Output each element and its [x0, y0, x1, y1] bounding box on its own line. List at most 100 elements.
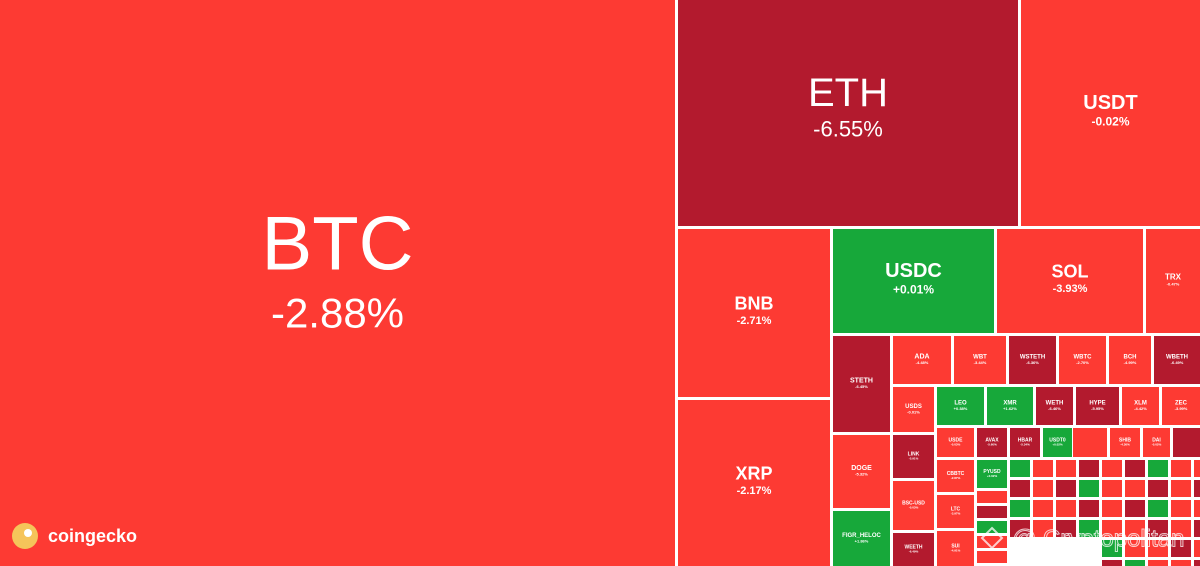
tile-change: -3.97%: [951, 512, 961, 516]
tile-box: [1154, 336, 1200, 384]
tile: BSC-USD-0.03%: [893, 481, 934, 530]
small-tile: [1102, 540, 1122, 557]
tile: XMR+1.62%: [987, 387, 1033, 425]
tile-box: [937, 495, 974, 528]
tile-change: -0.03%: [909, 506, 919, 510]
tile-label: CBBTC: [947, 471, 965, 477]
tile-label: FIGR_HELOC: [842, 533, 881, 539]
tile: WETH-6.46%: [1036, 387, 1073, 425]
small-tile: [1033, 520, 1053, 537]
brand-name: coingecko: [48, 526, 137, 546]
tile-label: SHIB: [1119, 438, 1131, 444]
tile-box: [1009, 336, 1056, 384]
tile: USDT0+0.02%: [1043, 428, 1072, 457]
tile-label: WSTETH: [1020, 355, 1045, 361]
small-tile: [1148, 520, 1168, 537]
tile-box: [833, 435, 890, 508]
small-tile: [1102, 560, 1122, 566]
small-tile: [1033, 500, 1053, 517]
small-tile: [1056, 480, 1076, 497]
tile-box: [1010, 428, 1040, 457]
tile-change: -2.71%: [737, 315, 772, 327]
tile-box: [1109, 336, 1151, 384]
tile-change: -5.60%: [987, 443, 997, 447]
small-tile: [1010, 520, 1030, 537]
watermark-icon: [980, 526, 1004, 550]
tile: DAI-0.02%: [1143, 428, 1170, 457]
tile-label: XLM: [1134, 401, 1147, 407]
tile-box: [977, 428, 1007, 457]
tile-change: +1.86%: [855, 538, 869, 543]
tile-label: XMR: [1003, 401, 1017, 407]
tile: XRP-2.17%: [678, 400, 830, 566]
tile-box: [1043, 428, 1072, 457]
tile-label: AVAX: [985, 438, 999, 444]
small-tile: [1010, 460, 1030, 477]
small-tile: [1079, 460, 1099, 477]
tile: USDC+0.01%: [833, 229, 994, 333]
tile-box: [893, 533, 934, 566]
tile-box: [937, 460, 974, 492]
small-tile: [1194, 540, 1200, 557]
tile: BNB-2.71%: [678, 229, 830, 397]
tile-change: -6.55%: [813, 116, 883, 141]
tile: USDS-0.01%: [893, 387, 934, 432]
small-tile: [1102, 500, 1122, 517]
tile: LINK-5.91%: [893, 435, 934, 478]
tile: STETH-6.45%: [833, 336, 890, 432]
tile-change: -3.44%: [974, 360, 987, 365]
tile-change: -4.42%: [1134, 406, 1147, 411]
tile-change: -5.91%: [909, 457, 919, 461]
tile-change: +0.38%: [954, 406, 968, 411]
tile-box: [987, 387, 1033, 425]
tile-change: -0.03%: [951, 443, 961, 447]
small-tile: [1079, 520, 1099, 537]
tile-label: LINK: [908, 452, 920, 458]
tile: LTC-3.97%: [937, 495, 974, 528]
small-tile: [1056, 500, 1076, 517]
tile-box: [0, 0, 675, 566]
tile: ETH-6.55%: [678, 0, 1018, 226]
tile-change: -6.45%: [855, 384, 868, 389]
small-tile: [1194, 560, 1200, 566]
tile-change: -0.02%: [1152, 443, 1162, 447]
tile-box: [678, 0, 1018, 226]
tile: AVAX-5.60%: [977, 428, 1007, 457]
small-tile: [1171, 520, 1191, 537]
tile: DOGE-5.32%: [833, 435, 890, 508]
tile-label: WETH: [1046, 401, 1064, 407]
tile-change: -2.88%: [271, 290, 404, 337]
tile-label: DAI: [1152, 438, 1161, 444]
tile: WSTETH-6.36%: [1009, 336, 1056, 384]
tile-label: ADA: [914, 354, 929, 361]
tile-label: USDC: [885, 260, 942, 282]
small-tile: [1194, 480, 1200, 497]
tile-label: TRX: [1165, 273, 1182, 282]
tile-change: +0.02%: [1052, 443, 1063, 447]
small-tile: [1148, 500, 1168, 517]
tile-box: [1036, 387, 1073, 425]
small-tile: [1056, 460, 1076, 477]
tile-change: -2.70%: [1076, 360, 1089, 365]
watermark: @ Cryptopolitan: [980, 525, 1185, 553]
tile-box: [678, 229, 830, 397]
small-tile: [1148, 540, 1168, 557]
small-tile: [1010, 480, 1030, 497]
tile-box: [893, 435, 934, 478]
tile-change: -4.99%: [1124, 360, 1137, 365]
tile-label: USDT: [1083, 92, 1137, 114]
tile-box: [893, 336, 951, 384]
tile: WBTC-2.70%: [1059, 336, 1106, 384]
tile-label: LTC: [951, 507, 961, 513]
tile-change: -5.34%: [1020, 443, 1030, 447]
tile-box: [833, 229, 994, 333]
tile-label: PYUSD: [983, 469, 1001, 475]
small-tile: [1073, 428, 1107, 457]
tile-label: WEETH: [904, 545, 922, 551]
small-tile: [1171, 560, 1191, 566]
tile: SOL-3.93%: [997, 229, 1143, 333]
tile: ADA-4.48%: [893, 336, 951, 384]
tile-label: LEO: [954, 401, 967, 407]
tile: PYUSD+0.02%: [977, 460, 1007, 488]
tile-label: HYPE: [1089, 401, 1105, 407]
